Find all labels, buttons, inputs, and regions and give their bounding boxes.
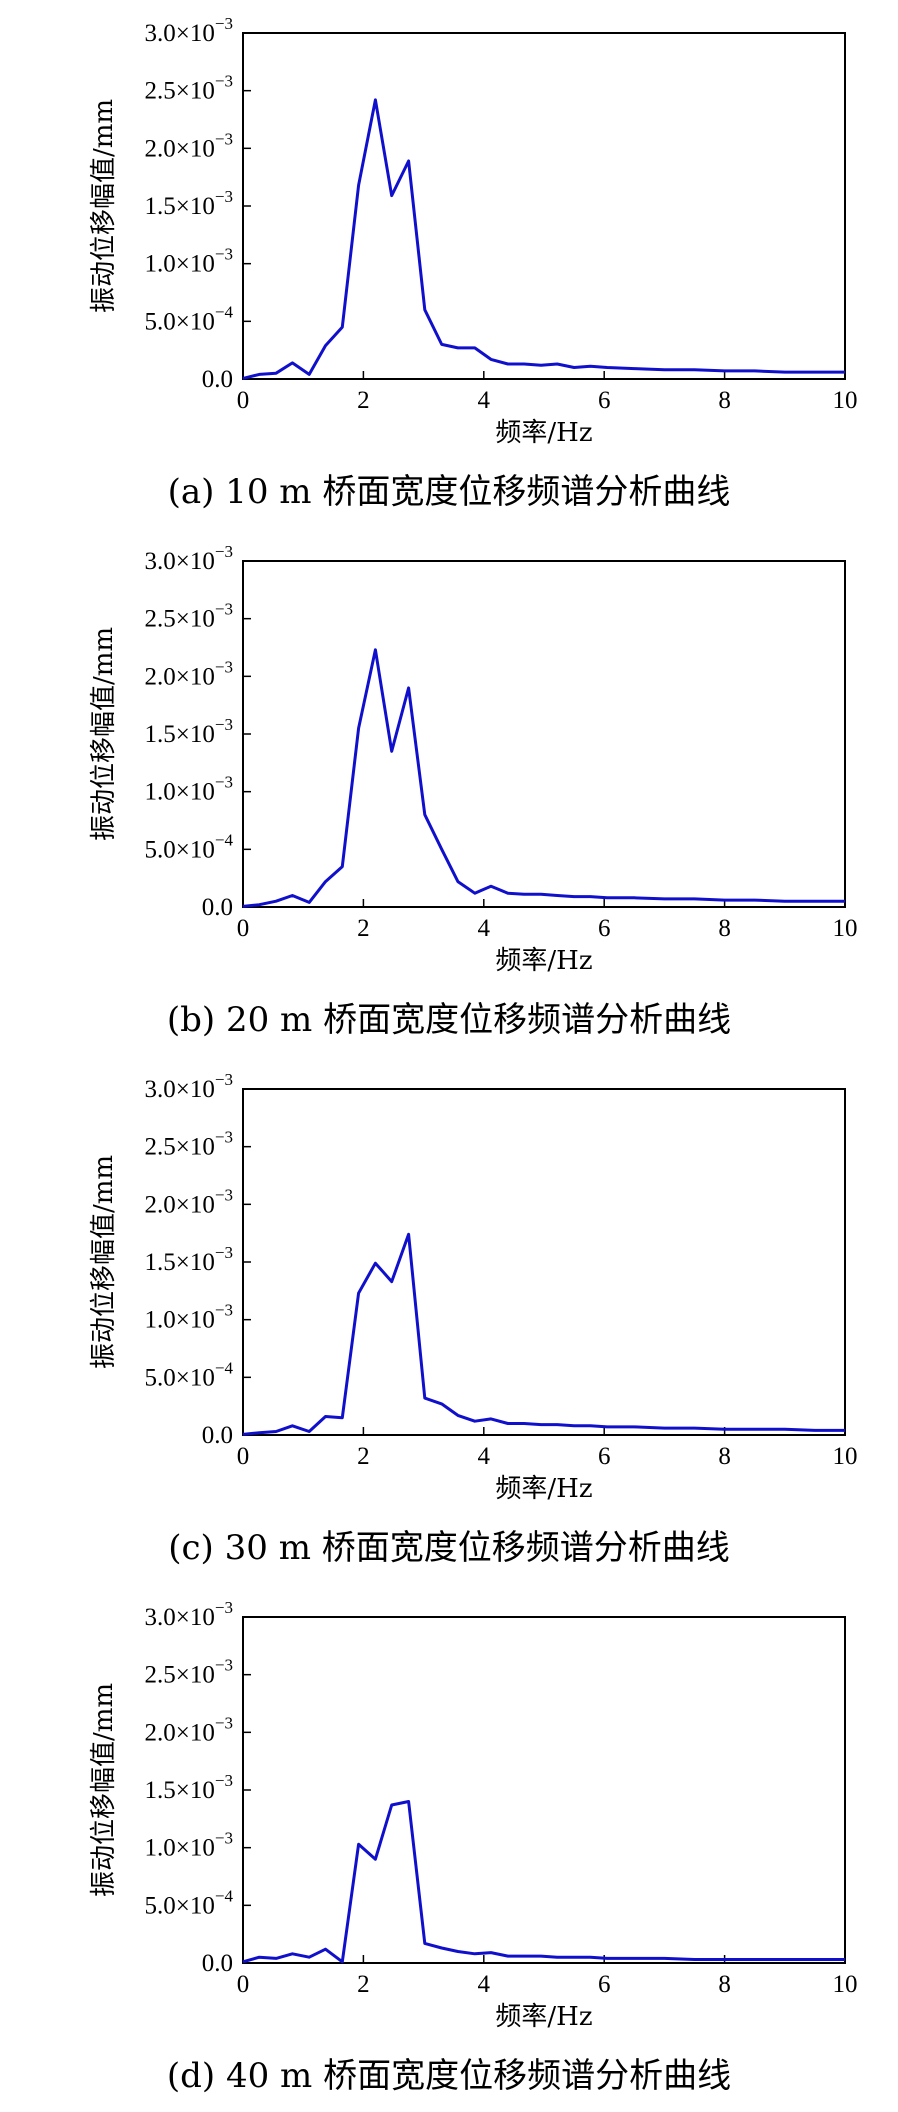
y-tick-label: 1.5×10−3 [145, 187, 233, 220]
figure-caption: (b) 20 m 桥面宽度位移频谱分析曲线 [166, 1000, 732, 1040]
y-axis-label: 振动位移幅值/mm [89, 99, 119, 313]
y-tick-label: 1.5×10−3 [145, 715, 233, 748]
y-tick-label: 1.0×10−3 [145, 773, 233, 806]
y-tick-label: 5.0×10−4 [145, 830, 234, 863]
figure-caption: (d) 40 m 桥面宽度位移频谱分析曲线 [166, 2056, 732, 2096]
y-tick-label: 2.5×10−3 [145, 600, 233, 633]
y-tick-label: 2.5×10−3 [145, 1128, 233, 1161]
x-tick-label: 6 [598, 387, 611, 414]
y-tick-label: 5.0×10−4 [145, 1886, 234, 1919]
x-tick-label: 8 [718, 1443, 731, 1470]
chart-svg: 0 2 4 6 8 10 0.0 5.0×10−4 1.0×10−3 1.5×10−3 2.0×10… [89, 14, 858, 448]
y-tick-label: 2.5×10−3 [145, 72, 233, 105]
chart-svg: 0 2 4 6 8 10 0.0 5.0×10−4 1.0×10−3 1.5×10−3 2.0×10… [89, 1598, 858, 2032]
y-tick-label: 1.0×10−3 [145, 245, 233, 278]
x-tick-label: 8 [718, 915, 731, 942]
y-tick-label: 1.0×10−3 [145, 1829, 233, 1862]
series-line [242, 1232, 845, 1436]
y-tick-label: 2.5×10−3 [145, 1656, 233, 1689]
x-tick-label: 8 [718, 387, 731, 414]
x-tick-label: 0 [237, 915, 250, 942]
series-line [242, 1800, 845, 1964]
x-tick-label: 0 [237, 1443, 250, 1470]
plot-frame [242, 32, 846, 380]
x-tick-label: 2 [357, 915, 370, 942]
y-tick-label: 0.0 [202, 1950, 233, 1977]
x-tick-label: 4 [478, 1971, 491, 1998]
y-axis-label: 振动位移幅值/mm [89, 1683, 119, 1897]
y-tick-label: 2.0×10−3 [145, 1713, 233, 1746]
x-tick-label: 4 [478, 915, 491, 942]
y-tick-label: 0.0 [202, 366, 233, 393]
x-axis-label: 频率/Hz [495, 2002, 592, 2032]
x-tick-label: 4 [478, 387, 491, 414]
x-tick-label: 2 [357, 1971, 370, 1998]
y-tick-label: 2.0×10−3 [145, 657, 233, 690]
chart-svg: 0 2 4 6 8 10 0.0 5.0×10−4 1.0×10−3 1.5×10−3 2.0×10… [89, 1070, 858, 1504]
chart-panel: 0 2 4 6 8 10 0.0 5.0×10−4 1.0×10−3 1.5×10−3 2.0×10… [0, 1584, 898, 2112]
y-tick-label: 0.0 [202, 1422, 233, 1449]
series-line [242, 648, 845, 908]
plot-frame [242, 560, 846, 908]
x-tick-label: 10 [833, 915, 858, 942]
y-tick-label: 1.5×10−3 [145, 1771, 233, 1804]
figure-caption: (c) 30 m 桥面宽度位移频谱分析曲线 [168, 1528, 730, 1568]
x-tick-label: 6 [598, 1971, 611, 1998]
chart-svg: 0 2 4 6 8 10 0.0 5.0×10−4 1.0×10−3 1.5×10−3 2.0×10… [89, 542, 858, 976]
x-tick-label: 0 [237, 387, 250, 414]
y-tick-label: 3.0×10−3 [145, 542, 233, 575]
y-tick-label: 1.5×10−3 [145, 1243, 233, 1276]
plot-frame [242, 1088, 846, 1436]
x-tick-label: 0 [237, 1971, 250, 1998]
x-tick-label: 2 [357, 387, 370, 414]
x-tick-label: 10 [833, 387, 858, 414]
y-tick-label: 2.0×10−3 [145, 1185, 233, 1218]
y-tick-label: 3.0×10−3 [145, 1070, 233, 1103]
y-tick-label: 2.0×10−3 [145, 129, 233, 162]
x-tick-label: 10 [833, 1443, 858, 1470]
y-axis-label: 振动位移幅值/mm [89, 627, 119, 841]
y-tick-label: 5.0×10−4 [145, 1358, 234, 1391]
chart-panel: 0 2 4 6 8 10 0.0 5.0×10−4 1.0×10−3 1.5×10−3 2.0×10… [0, 0, 898, 528]
y-tick-label: 1.0×10−3 [145, 1301, 233, 1334]
chart-panel: 0 2 4 6 8 10 0.0 5.0×10−4 1.0×10−3 1.5×10−3 2.0×10… [0, 1056, 898, 1584]
y-tick-label: 0.0 [202, 894, 233, 921]
chart-panel: 0 2 4 6 8 10 0.0 5.0×10−4 1.0×10−3 1.5×10−3 2.0×10… [0, 528, 898, 1056]
x-axis-label: 频率/Hz [495, 1474, 592, 1504]
y-tick-label: 3.0×10−3 [145, 1598, 233, 1631]
figure-caption: (a) 10 m 桥面宽度位移频谱分析曲线 [167, 472, 731, 512]
x-tick-label: 2 [357, 1443, 370, 1470]
y-tick-label: 3.0×10−3 [145, 14, 233, 47]
x-tick-label: 4 [478, 1443, 491, 1470]
x-tick-label: 6 [598, 1443, 611, 1470]
x-tick-label: 6 [598, 915, 611, 942]
x-tick-label: 8 [718, 1971, 731, 1998]
plot-frame [242, 1616, 846, 1964]
series-line [242, 98, 845, 380]
y-tick-label: 5.0×10−4 [145, 302, 234, 335]
x-tick-label: 10 [833, 1971, 858, 1998]
x-axis-label: 频率/Hz [495, 946, 592, 976]
x-axis-label: 频率/Hz [495, 418, 592, 448]
y-axis-label: 振动位移幅值/mm [89, 1155, 119, 1369]
